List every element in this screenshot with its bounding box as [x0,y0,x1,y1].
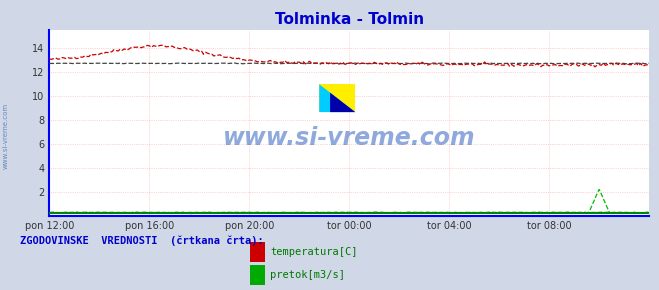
Text: pretok[m3/s]: pretok[m3/s] [270,270,345,280]
FancyBboxPatch shape [250,242,265,262]
Polygon shape [330,93,355,112]
Text: temperatura[C]: temperatura[C] [270,247,358,257]
Title: Tolminka - Tolmin: Tolminka - Tolmin [275,12,424,26]
FancyBboxPatch shape [250,265,265,285]
Text: www.si-vreme.com: www.si-vreme.com [223,126,476,150]
Text: ZGODOVINSKE  VREDNOSTI  (črtkana črta):: ZGODOVINSKE VREDNOSTI (črtkana črta): [20,235,264,246]
FancyBboxPatch shape [320,84,355,112]
Text: www.si-vreme.com: www.si-vreme.com [2,103,9,169]
Polygon shape [320,84,355,112]
